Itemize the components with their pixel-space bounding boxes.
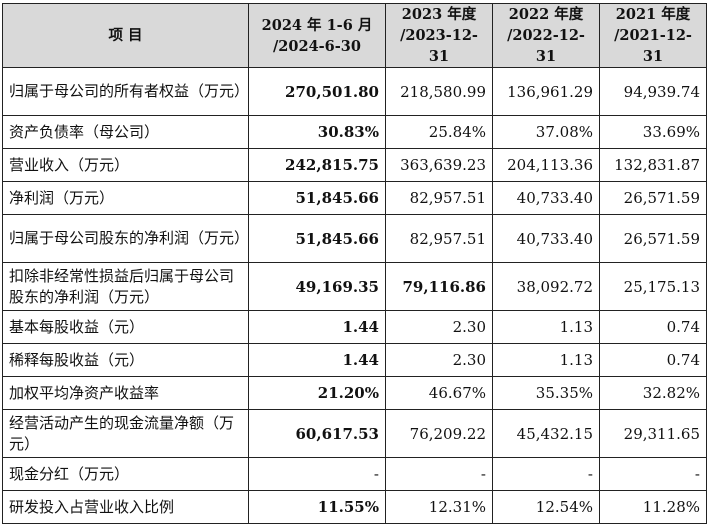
header-row: 项 目 2024 年 1-6 月 /2024-6-30 2023 年度 /202… (2, 3, 707, 68)
row-value: 46.67% (385, 376, 493, 410)
row-value: 45,432.15 (492, 409, 600, 458)
row-label: 稀释每股收益（元） (2, 343, 249, 377)
row-value: 1.44 (248, 310, 386, 344)
header-period-line1: 2024 年 1-6 月 (261, 16, 373, 34)
header-period-line1: 2022 年度 (508, 6, 584, 23)
table-row: 扣除非经常性损益后归属于母公司股东的净利润（万元） 49,169.35 79,116… (2, 262, 707, 311)
row-value: 204,113.36 (492, 148, 600, 182)
header-period-2022: 2022 年度 /2022-12-31 (492, 3, 600, 68)
row-value: 11.28% (599, 490, 707, 524)
row-label: 经营活动产生的现金流量净额（万元） (2, 409, 249, 458)
table-row: 加权平均净资产收益率 21.20% 46.67% 35.35% 32.82% (2, 376, 707, 410)
row-value: 0.74 (599, 343, 707, 377)
header-period-line2: /2022-12-31 (507, 27, 585, 65)
row-label: 现金分红（万元） (2, 457, 249, 491)
row-value: 12.31% (385, 490, 493, 524)
row-value: 37.08% (492, 115, 600, 149)
header-period-line2: /2021-12-31 (614, 27, 692, 65)
row-label: 归属于母公司股东的净利润（万元） (2, 214, 249, 263)
row-value: 25,175.13 (599, 262, 707, 311)
header-period-line1: 2021 年度 (615, 6, 691, 23)
row-value: 11.55% (248, 490, 386, 524)
row-value: 26,571.59 (599, 214, 707, 263)
header-period-1h2024: 2024 年 1-6 月 /2024-6-30 (248, 3, 386, 68)
row-value: 29,311.65 (599, 409, 707, 458)
row-value: 136,961.29 (492, 67, 600, 116)
table-row: 营业收入（万元） 242,815.75 363,639.23 204,113.36 13… (2, 148, 707, 182)
table-row: 研发投入占营业收入比例 11.55% 12.31% 12.54% 11.28% (2, 490, 707, 524)
row-value: 30.83% (248, 115, 386, 149)
row-value: 76,209.22 (385, 409, 493, 458)
row-value: 38,092.72 (492, 262, 600, 311)
table-row: 基本每股收益（元） 1.44 2.30 1.13 0.74 (2, 310, 707, 344)
header-period-line1: 2023 年度 (401, 6, 477, 23)
row-value: 363,639.23 (385, 148, 493, 182)
row-label: 加权平均净资产收益率 (2, 376, 249, 410)
row-value: 132,831.87 (599, 148, 707, 182)
row-value: 35.35% (492, 376, 600, 410)
row-value: 51,845.66 (248, 214, 386, 263)
row-value: 60,617.53 (248, 409, 386, 458)
row-value: 1.13 (492, 310, 600, 344)
row-value: - (599, 457, 707, 491)
row-value: 218,580.99 (385, 67, 493, 116)
row-label: 归属于母公司的所有者权益（万元） (2, 67, 249, 116)
row-value: 79,116.86 (385, 262, 493, 311)
table-row: 经营活动产生的现金流量净额（万元） 60,617.53 76,209.22 45,43… (2, 409, 707, 458)
row-value: 12.54% (492, 490, 600, 524)
table-row: 现金分红（万元） - - - - (2, 457, 707, 491)
row-value: 0.74 (599, 310, 707, 344)
row-value: 33.69% (599, 115, 707, 149)
header-period-line2: /2024-6-30 (273, 37, 361, 55)
table-row: 净利润（万元） 51,845.66 82,957.51 40,733.40 26,571… (2, 181, 707, 215)
financial-summary-table: 项 目 2024 年 1-6 月 /2024-6-30 2023 年度 /202… (2, 3, 707, 524)
row-value: - (248, 457, 386, 491)
row-value: 40,733.40 (492, 214, 600, 263)
row-value: 40,733.40 (492, 181, 600, 215)
row-value: 32.82% (599, 376, 707, 410)
row-label: 基本每股收益（元） (2, 310, 249, 344)
row-value: - (385, 457, 493, 491)
row-value: 51,845.66 (248, 181, 386, 215)
row-label: 营业收入（万元） (2, 148, 249, 182)
table-row: 资产负债率（母公司） 30.83% 25.84% 37.08% 33.69% (2, 115, 707, 149)
row-value: - (492, 457, 600, 491)
row-label: 净利润（万元） (2, 181, 249, 215)
row-value: 1.13 (492, 343, 600, 377)
row-label: 研发投入占营业收入比例 (2, 490, 249, 524)
table-row: 归属于母公司的所有者权益（万元） 270,501.80 218,580.99 136,… (2, 67, 707, 116)
row-value: 270,501.80 (248, 67, 386, 116)
row-value: 82,957.51 (385, 214, 493, 263)
table-body: 归属于母公司的所有者权益（万元） 270,501.80 218,580.99 136,… (2, 67, 707, 524)
row-value: 25.84% (385, 115, 493, 149)
row-value: 1.44 (248, 343, 386, 377)
row-value: 94,939.74 (599, 67, 707, 116)
row-value: 26,571.59 (599, 181, 707, 215)
table-row: 归属于母公司股东的净利润（万元） 51,845.66 82,957.51 40,733… (2, 214, 707, 263)
row-value: 2.30 (385, 310, 493, 344)
row-value: 242,815.75 (248, 148, 386, 182)
row-value: 2.30 (385, 343, 493, 377)
row-label: 扣除非经常性损益后归属于母公司股东的净利润（万元） (2, 262, 249, 311)
header-item: 项 目 (2, 3, 249, 68)
header-period-2021: 2021 年度 /2021-12-31 (599, 3, 707, 68)
table-row: 稀释每股收益（元） 1.44 2.30 1.13 0.74 (2, 343, 707, 377)
header-period-2023: 2023 年度 /2023-12-31 (385, 3, 493, 68)
row-label: 资产负债率（母公司） (2, 115, 249, 149)
row-value: 49,169.35 (248, 262, 386, 311)
row-value: 82,957.51 (385, 181, 493, 215)
header-period-line2: /2023-12-31 (400, 27, 478, 65)
row-value: 21.20% (248, 376, 386, 410)
